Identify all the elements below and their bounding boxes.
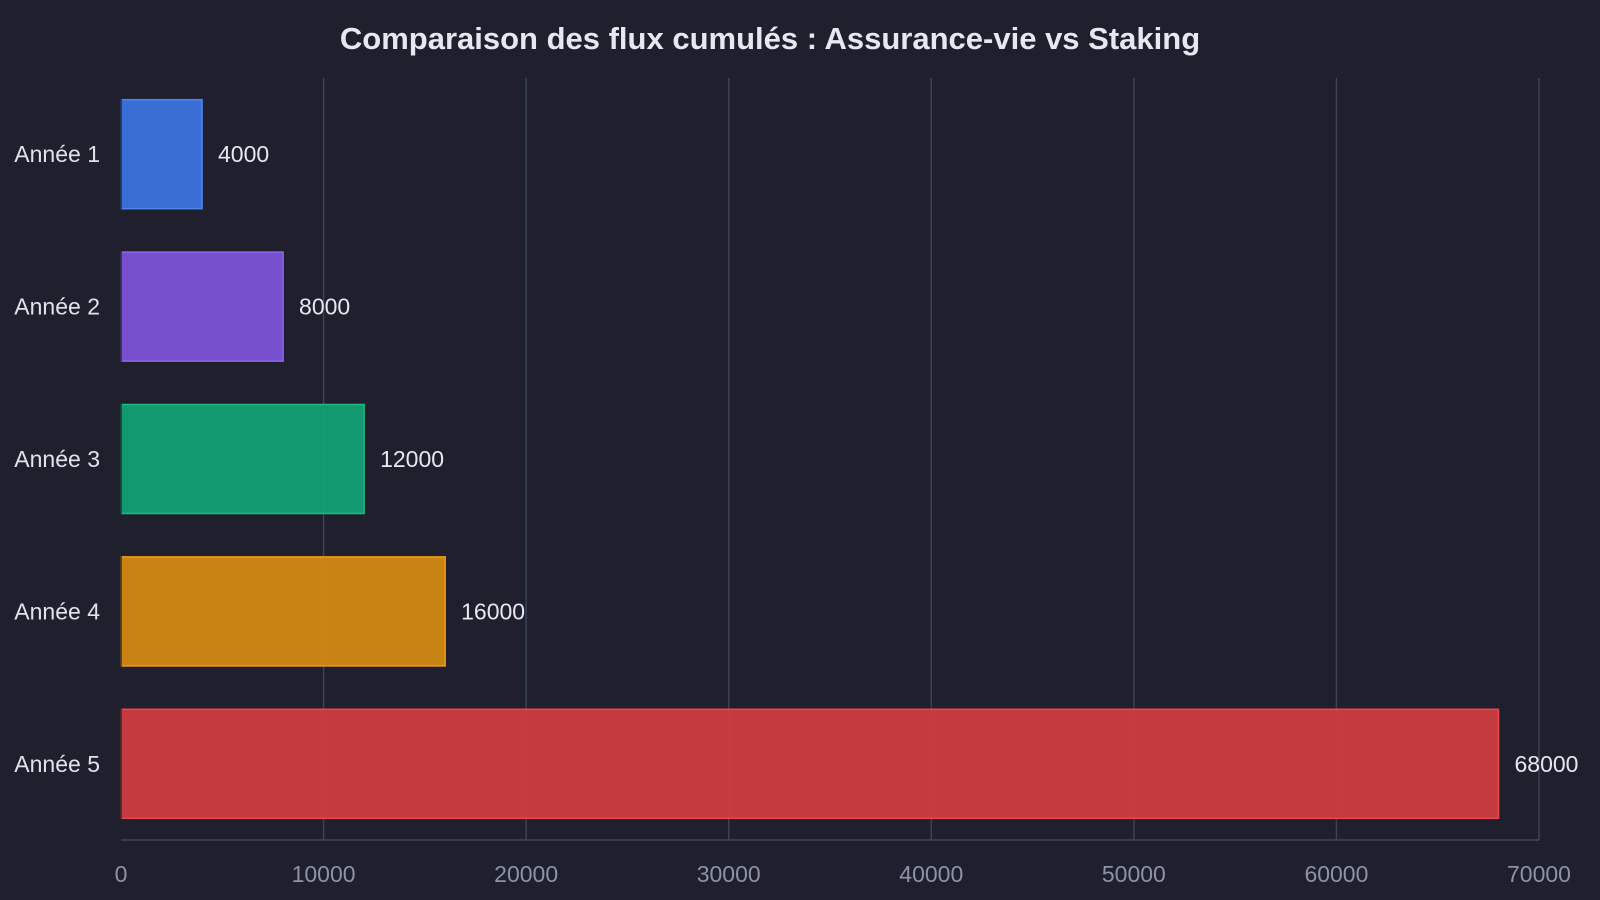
x-tick-label: 20000 [494, 861, 558, 887]
bar-1 [120, 98, 203, 210]
x-tick-label: 50000 [1102, 861, 1166, 887]
x-axis: 0 10000 20000 30000 40000 50000 60000 70000 [115, 78, 1571, 887]
grid-lines [120, 78, 1540, 840]
value-label: 4000 [218, 141, 269, 167]
bar-5 [120, 708, 1500, 820]
category-label: Année 3 [14, 446, 100, 472]
x-tick-label: 10000 [292, 861, 356, 887]
value-label: 68000 [1514, 751, 1578, 777]
x-tick-label: 0 [115, 861, 128, 887]
bar-2 [120, 251, 284, 362]
category-label: Année 2 [14, 294, 100, 320]
value-label: 12000 [380, 446, 444, 472]
bars [120, 98, 1500, 820]
bar-3 [120, 403, 365, 515]
chart-title: Comparaison des flux cumulés : Assurance… [340, 21, 1200, 56]
x-tick-label: 70000 [1507, 861, 1571, 887]
value-label: 16000 [461, 598, 525, 624]
x-tick-label: 60000 [1304, 861, 1368, 887]
x-tick-label: 30000 [697, 861, 761, 887]
bar-4 [120, 556, 446, 667]
category-label: Année 1 [14, 141, 100, 167]
labels: Année 1 4000 Année 2 8000 Année 3 12000 Année … [14, 141, 1578, 777]
category-label: Année 5 [14, 751, 100, 777]
x-tick-label: 40000 [899, 861, 963, 887]
value-label: 8000 [299, 294, 350, 320]
category-label: Année 4 [14, 598, 100, 624]
